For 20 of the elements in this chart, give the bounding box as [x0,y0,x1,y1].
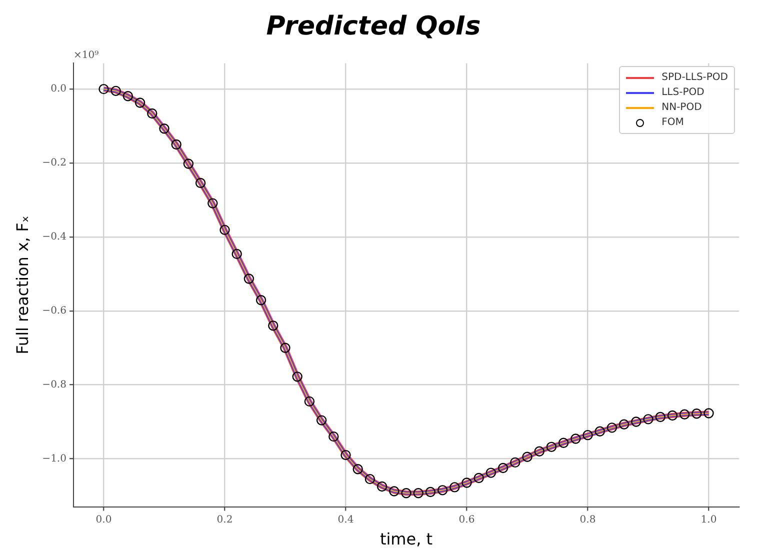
x-tick-label: 0.8 [580,514,596,526]
legend-label: FOM [662,116,684,130]
chart-title: Predicted QoIs [266,11,481,42]
y-tick-label: 0.0 [50,84,66,95]
y-axis-title: Full reaction x, Fₓ [12,216,32,354]
y-tick-label: −0.8 [42,379,66,390]
x-tick-label: 1.0 [700,514,717,526]
text: ×10⁹ [73,50,99,61]
x-tick-label: 0.4 [338,514,354,526]
x-tick-label: 0.6 [458,514,475,526]
y-tick-label: −0.4 [42,232,66,243]
y-tick-label: −0.2 [42,158,66,169]
legend-label: SPD-LLS-POD [662,71,728,85]
x-axis-title: time, t [380,530,433,549]
y-tick-label: −1.0 [42,453,66,464]
x-tick-label: 0.0 [96,514,112,526]
legend-label: LLS-POD [662,86,704,100]
y-tick-label: −0.6 [42,305,66,316]
x-tick-label: 0.2 [216,514,233,526]
legend-label: NN-POD [662,101,702,115]
